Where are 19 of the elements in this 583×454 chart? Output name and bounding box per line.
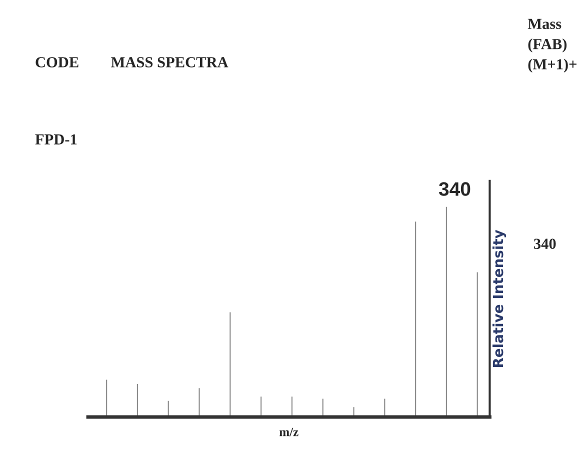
text: 340: [534, 238, 556, 249]
bar: [414, 220, 418, 417]
text: MASS SPECTRA: [111, 57, 228, 68]
bar: [228, 310, 232, 417]
bar: [320, 397, 325, 417]
bar: [444, 206, 448, 417]
bar: [290, 395, 294, 417]
x-axis-title: m/z: [279, 428, 298, 436]
text: 340: [438, 182, 470, 196]
bar: [382, 397, 387, 417]
bar: [104, 378, 109, 417]
bar: [136, 382, 140, 417]
bar: [475, 270, 480, 417]
bar: [259, 395, 263, 417]
text: FPD-1: [35, 134, 77, 144]
bar: [166, 399, 170, 417]
text: Mass (FAB) (M+1)+: [528, 18, 576, 73]
y2-axis-title: Relative Intensity: [492, 230, 506, 368]
text: CODE: [36, 57, 78, 68]
